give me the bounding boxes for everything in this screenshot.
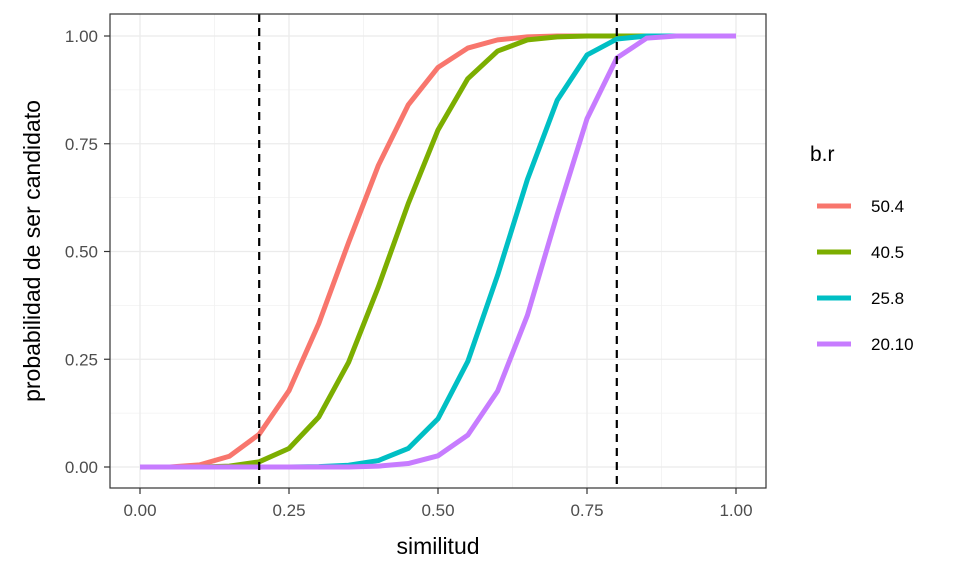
x-tick-label: 0.75 xyxy=(570,501,603,520)
legend: b.r 50.4 40.5 25.8 20.10 xyxy=(810,143,914,354)
x-tick-label: 1.00 xyxy=(719,501,752,520)
legend-items: 50.4 40.5 25.8 20.10 xyxy=(817,197,914,354)
x-tick-label: 0.00 xyxy=(123,501,156,520)
legend-title: b.r xyxy=(810,143,835,166)
legend-label: 20.10 xyxy=(871,335,914,354)
series-lines xyxy=(140,33,736,470)
reference-lines xyxy=(258,14,618,488)
grid-major xyxy=(110,14,766,488)
legend-label: 40.5 xyxy=(871,243,904,262)
y-axis-title: probabilidad de ser candidato xyxy=(19,100,45,402)
y-tick-label: 0.00 xyxy=(65,458,98,477)
y-tick-label: 0.50 xyxy=(65,243,98,262)
y-tick-label: 1.00 xyxy=(65,27,98,46)
legend-label: 25.8 xyxy=(871,289,904,308)
y-tick-label: 0.75 xyxy=(65,135,98,154)
y-tick-label: 0.25 xyxy=(65,350,98,369)
x-axis-title: similitud xyxy=(396,533,479,559)
plot-area xyxy=(109,13,767,489)
x-tick-label: 0.50 xyxy=(421,501,454,520)
x-tick-label: 0.25 xyxy=(272,501,305,520)
series-line-20-10 xyxy=(140,33,736,470)
legend-label: 50.4 xyxy=(871,197,904,216)
y-axis: 0.00 0.25 0.50 0.75 1.00 xyxy=(65,27,110,477)
x-axis: 0.00 0.25 0.50 0.75 1.00 xyxy=(123,488,753,520)
